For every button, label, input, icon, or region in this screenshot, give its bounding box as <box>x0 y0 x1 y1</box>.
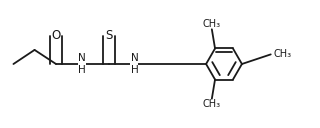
Text: CH₃: CH₃ <box>274 49 292 59</box>
Text: N
H: N H <box>78 53 85 75</box>
Text: CH₃: CH₃ <box>203 99 221 109</box>
Text: CH₃: CH₃ <box>203 19 221 29</box>
Text: S: S <box>105 29 113 42</box>
Text: O: O <box>52 29 60 42</box>
Text: N
H: N H <box>131 53 138 75</box>
